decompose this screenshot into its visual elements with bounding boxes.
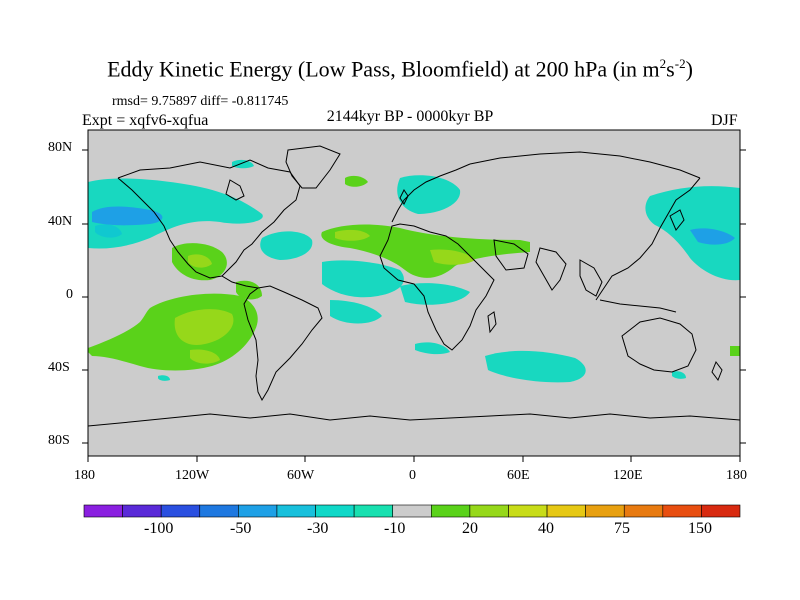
anomaly-region-atlantic-green <box>321 224 530 278</box>
colorbar-swatch <box>701 504 741 518</box>
colorbar-swatch <box>469 504 509 518</box>
colorbar-swatch <box>392 504 432 518</box>
lon-label: 180 <box>726 468 747 483</box>
lon-label: 60W <box>287 468 315 483</box>
anomaly-region-s-atlantic <box>330 300 382 324</box>
lon-label: 60E <box>507 468 530 483</box>
anomaly-region-s-pacific-lime-2 <box>190 349 220 364</box>
anomaly-region-n-pacific <box>88 178 263 249</box>
coast-north-america-west <box>117 177 223 279</box>
map-panel <box>88 130 740 456</box>
colorbar-label: 150 <box>688 520 712 537</box>
anomaly-region-s-indian <box>485 350 586 383</box>
coast-asia-east <box>595 177 701 301</box>
anomaly-region-n-pacific-core-2 <box>95 224 122 238</box>
anomaly-region-atlantic-lime-2 <box>430 249 475 265</box>
experiment-label: Expt = xqfv6-xqfua <box>82 112 209 129</box>
coast-hudson-bay <box>225 179 245 201</box>
colorbar-label: 40 <box>538 520 554 537</box>
colorbar-swatch <box>508 504 548 518</box>
coast-india <box>535 247 567 291</box>
coast-africa <box>379 223 495 351</box>
lat-ticks <box>82 149 746 444</box>
colorbar-swatch <box>199 504 239 518</box>
colorbar-swatch <box>430 504 471 518</box>
lon-label: 0 <box>409 468 416 483</box>
colorbar-swatch <box>238 504 278 518</box>
colorbar-swatch <box>546 504 586 518</box>
anomaly-region-n-atlantic <box>322 260 404 298</box>
colorbar-label: -50 <box>230 520 252 537</box>
anomaly-region-s-pacific-east <box>730 346 740 356</box>
anomaly-region-greenland <box>232 159 254 169</box>
coast-asia-north <box>469 151 701 179</box>
coast-greenland <box>285 145 341 189</box>
lon-label: 120E <box>613 468 643 483</box>
lat-label: 0 <box>66 287 73 302</box>
colorbar-label: 20 <box>462 520 478 537</box>
coast-north-america <box>117 159 301 289</box>
anomaly-region-mexico-lime <box>188 254 212 268</box>
coast-japan <box>669 209 685 231</box>
colorbar-swatch <box>353 504 394 518</box>
season-label: DJF <box>711 112 738 129</box>
coast-antarctica <box>88 413 740 427</box>
coast-se-asia <box>579 259 603 297</box>
colorbar-label: -30 <box>307 520 329 537</box>
anomaly-region-w-pacific-core <box>690 228 735 245</box>
colorbar-label: -100 <box>144 520 174 537</box>
anomaly-region-atlantic-lime <box>335 229 370 241</box>
lat-label: 80S <box>48 433 70 448</box>
anomaly-region-australia-sw <box>672 371 686 379</box>
anomaly-region-arctic <box>345 175 368 187</box>
colorbar-swatch <box>315 504 355 518</box>
anomaly-region-europe <box>397 175 461 214</box>
anomaly-region-south-ocean <box>158 375 170 381</box>
lat-label: 80N <box>48 140 73 155</box>
colorbar-swatch <box>83 504 123 518</box>
coast-arabia <box>493 239 529 271</box>
coast-britain <box>399 189 409 205</box>
colorbar-label: 75 <box>614 520 630 537</box>
colorbar-swatch <box>585 504 625 518</box>
colorbar-swatch <box>623 504 664 518</box>
lon-ticks <box>87 456 741 462</box>
anomaly-region-s-indian-2 <box>415 342 450 355</box>
coast-madagascar <box>487 311 497 334</box>
colorbar-label: -10 <box>384 520 406 537</box>
colorbar <box>83 504 741 518</box>
coast-south-america <box>243 285 323 402</box>
coast-europe <box>391 163 471 223</box>
colorbar-swatch <box>122 504 162 518</box>
colorbar-swatch <box>662 504 702 518</box>
stats-text: rmsd= 9.75897 diff= -0.811745 <box>112 94 289 109</box>
coast-indonesia <box>599 299 677 313</box>
lat-label: 40S <box>48 360 70 375</box>
period-label: 2144kyr BP - 0000kyr BP <box>326 108 494 125</box>
colorbar-swatch <box>160 504 201 518</box>
lon-label: 180 <box>74 468 95 483</box>
anomaly-region-us <box>260 231 313 260</box>
colorbar-swatch <box>276 504 316 518</box>
anomaly-region-n-pacific-core <box>92 206 163 226</box>
anomaly-region-s-pacific-lime <box>174 309 234 345</box>
lon-label: 120W <box>175 468 210 483</box>
chart-title: Eddy Kinetic Energy (Low Pass, Bloomfiel… <box>107 56 693 82</box>
lat-label: 40N <box>48 214 73 229</box>
coast-australia <box>621 317 697 373</box>
coastlines <box>88 145 740 427</box>
coast-new-zealand <box>711 360 723 382</box>
